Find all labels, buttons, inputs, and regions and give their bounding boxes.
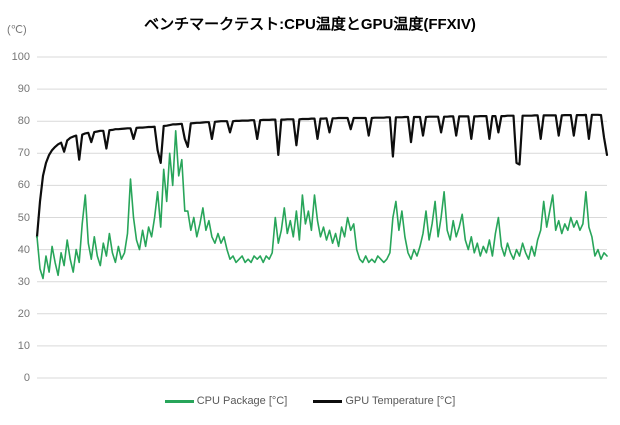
gpu-legend-label: GPU Temperature [°C] xyxy=(345,395,456,407)
legend-item-gpu: GPU Temperature [°C] xyxy=(313,395,455,407)
cpu-legend-label: CPU Package [°C] xyxy=(196,395,288,407)
y-axis-tick-label: 20 xyxy=(17,307,30,320)
y-axis-tick-label: 70 xyxy=(17,147,30,160)
chart-title: ベンチマークテスト:CPU温度とGPU温度(FFXIV) xyxy=(144,16,476,33)
y-axis-tick-label: 60 xyxy=(17,179,30,192)
gpu-legend-line-swatch xyxy=(313,399,343,403)
y-axis-tick-label: 80 xyxy=(17,115,30,128)
gpu-series-line xyxy=(35,113,609,238)
y-axis-tick-label: 30 xyxy=(17,275,30,288)
y-axis-tick-label: 10 xyxy=(17,339,30,352)
y-axis-tick-label: 100 xyxy=(11,51,30,63)
y-axis-tick-label: 0 xyxy=(23,372,30,384)
cpu-series-line xyxy=(36,130,608,280)
legend-item-cpu: CPU Package [°C] xyxy=(164,395,288,407)
y-axis-tick-label: 40 xyxy=(17,243,30,256)
cpu-legend-line-swatch xyxy=(164,399,194,403)
y-axis-tick-label: 50 xyxy=(17,211,30,224)
y-axis-tick-label: 90 xyxy=(17,83,30,96)
y-axis-unit-label: (℃) xyxy=(7,24,27,36)
legend: CPU Package [°C] GPU Temperature [°C] xyxy=(0,395,620,407)
